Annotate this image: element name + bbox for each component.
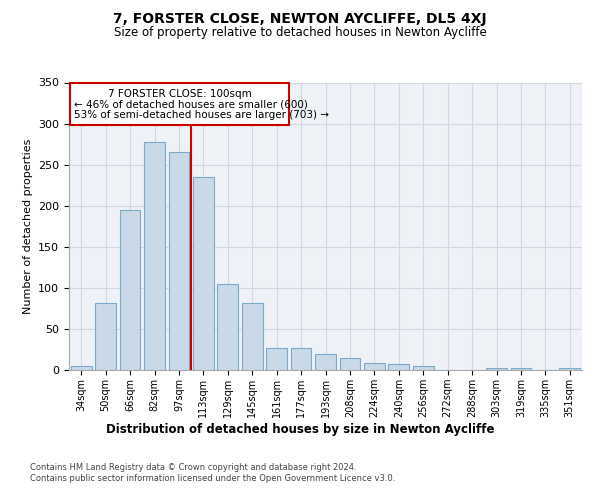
Bar <box>71 366 92 370</box>
Bar <box>315 354 336 370</box>
Bar <box>486 368 507 370</box>
Text: ← 46% of detached houses are smaller (600): ← 46% of detached houses are smaller (60… <box>74 100 308 110</box>
Bar <box>364 362 385 370</box>
Bar <box>119 210 140 370</box>
Bar <box>266 348 287 370</box>
Bar <box>193 177 214 370</box>
Bar <box>95 302 116 370</box>
Bar <box>144 142 165 370</box>
Bar <box>388 364 409 370</box>
Text: 7, FORSTER CLOSE, NEWTON AYCLIFFE, DL5 4XJ: 7, FORSTER CLOSE, NEWTON AYCLIFFE, DL5 4… <box>113 12 487 26</box>
Bar <box>511 368 532 370</box>
Bar <box>559 368 580 370</box>
Bar <box>340 358 361 370</box>
Bar <box>217 284 238 370</box>
Bar <box>169 152 190 370</box>
Text: Distribution of detached houses by size in Newton Aycliffe: Distribution of detached houses by size … <box>106 422 494 436</box>
Text: Size of property relative to detached houses in Newton Aycliffe: Size of property relative to detached ho… <box>113 26 487 39</box>
Bar <box>242 302 263 370</box>
Text: 53% of semi-detached houses are larger (703) →: 53% of semi-detached houses are larger (… <box>74 110 329 120</box>
Bar <box>413 366 434 370</box>
Bar <box>290 348 311 370</box>
Y-axis label: Number of detached properties: Number of detached properties <box>23 138 32 314</box>
Text: Contains HM Land Registry data © Crown copyright and database right 2024.: Contains HM Land Registry data © Crown c… <box>30 462 356 471</box>
Text: Contains public sector information licensed under the Open Government Licence v3: Contains public sector information licen… <box>30 474 395 483</box>
Text: 7 FORSTER CLOSE: 100sqm: 7 FORSTER CLOSE: 100sqm <box>107 89 251 99</box>
FancyBboxPatch shape <box>70 82 289 125</box>
